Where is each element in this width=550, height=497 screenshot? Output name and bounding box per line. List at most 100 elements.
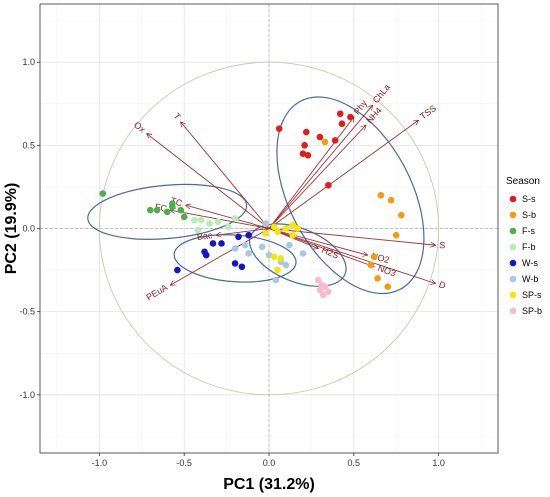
legend-label-s-b: S-b	[522, 210, 536, 220]
point-sp-b	[319, 291, 327, 299]
point-sp-s	[274, 228, 281, 236]
point-s-b	[387, 196, 395, 204]
legend: Season S-s S-b F-s F-b W-s W-b SP-s SP-b	[506, 176, 542, 316]
loading-arrow-chla	[268, 105, 372, 229]
point-f-b	[191, 216, 198, 224]
point-f-b	[194, 226, 202, 234]
point-s-s	[316, 133, 324, 141]
point-layer	[99, 110, 405, 299]
legend-swatch-sp-s	[509, 291, 517, 299]
legend-label-w-s: W-s	[522, 258, 538, 268]
point-w-s	[238, 263, 246, 271]
point-sp-b	[314, 276, 322, 284]
loading-arrow-no3	[268, 228, 374, 267]
point-f-s	[169, 203, 176, 211]
ellipse-f	[87, 183, 248, 240]
point-s-b	[374, 275, 381, 282]
y-axis-title: PC2 (19.9%)	[3, 183, 20, 275]
point-w-s	[174, 266, 181, 274]
point-s-b	[384, 283, 392, 291]
loading-arrow-t	[181, 122, 270, 229]
point-w-b	[245, 250, 252, 257]
point-s-b	[392, 231, 400, 239]
point-w-b	[282, 261, 290, 269]
point-sp-s	[270, 253, 278, 261]
point-w-b	[299, 250, 307, 257]
loading-arrow-tc	[186, 205, 270, 229]
loading-arrow-bac	[216, 228, 270, 236]
y-tick-label: -1.0	[19, 390, 35, 400]
point-w-b	[265, 251, 273, 259]
legend-label-w-b: W-b	[522, 274, 538, 284]
point-w-b	[272, 276, 280, 284]
axis-layer: -1.0 -0.5 0.0 0.5 1.0 -1.0 -0.5 0.0 0.5 1.0 PC1 (3…	[3, 57, 445, 493]
grid-layer	[40, 4, 498, 453]
ellipse-s	[276, 96, 425, 295]
point-s-b	[398, 211, 405, 219]
x-tick-label: 0.5	[348, 458, 361, 468]
x-tick-label: 0.0	[263, 458, 276, 468]
point-w-s	[231, 260, 239, 267]
point-sp-b	[321, 283, 329, 291]
legend-swatch-w-s	[509, 259, 517, 267]
legend-title: Season	[506, 176, 540, 187]
point-s-s	[299, 150, 307, 157]
legend-label-f-b: F-b	[522, 242, 536, 252]
legend-swatch-sp-b	[509, 307, 517, 315]
point-sp-b	[325, 288, 332, 295]
point-s-s	[347, 113, 354, 121]
point-w-b	[262, 220, 269, 227]
legend-swatch-f-s	[509, 227, 517, 235]
point-f-s	[153, 206, 161, 214]
x-tick-label: -0.5	[176, 458, 192, 468]
point-f-s	[146, 206, 154, 214]
loading-arrow-tss	[268, 120, 418, 229]
point-sp-s	[289, 221, 297, 229]
point-f-b	[231, 215, 239, 222]
loading-arrow-peua	[171, 228, 270, 286]
loading-label-d: D	[438, 279, 448, 291]
loading-arrow-no2	[268, 228, 367, 256]
point-f-b	[197, 216, 205, 224]
legend-swatch-s-b	[509, 211, 517, 219]
point-sp-s	[277, 255, 285, 262]
legend-swatch-f-b	[509, 243, 517, 251]
point-sp-s	[289, 231, 297, 239]
legend-label-s-s: S-s	[522, 194, 536, 204]
point-w-b	[231, 245, 239, 252]
x-tick-label: -1.0	[92, 458, 108, 468]
point-sp-b	[316, 286, 324, 294]
legend-label-sp-s: SP-s	[522, 290, 542, 300]
point-f-s	[99, 190, 107, 197]
point-w-s	[209, 240, 217, 247]
point-f-s	[180, 213, 188, 221]
point-w-s	[218, 240, 225, 247]
point-w-b	[286, 241, 293, 249]
correlation-circle	[98, 61, 440, 396]
y-tick-label: 1.0	[22, 57, 35, 67]
loading-arrow-phy	[268, 117, 354, 229]
point-w-b	[258, 243, 266, 251]
loading-label-s: S	[439, 240, 446, 251]
point-sp-s	[262, 230, 269, 237]
loading-arrow-ox	[147, 134, 270, 229]
point-s-b	[321, 138, 329, 146]
legend-label-f-s: F-s	[522, 226, 535, 236]
point-sp-s	[274, 266, 281, 274]
point-s-s	[304, 152, 312, 159]
unit-circle-layer	[98, 61, 440, 396]
x-tick-label: 1.0	[432, 458, 445, 468]
point-w-s	[245, 231, 252, 239]
loading-arrow-nh4	[268, 125, 366, 229]
point-f-b	[224, 223, 232, 231]
point-sp-s	[270, 223, 278, 231]
point-s-s	[303, 128, 310, 136]
point-s-s	[338, 120, 346, 128]
point-sp-s	[294, 225, 302, 232]
point-s-s	[331, 137, 339, 144]
point-s-s	[336, 110, 344, 118]
point-f-b	[206, 220, 213, 227]
point-sp-s	[282, 225, 290, 232]
